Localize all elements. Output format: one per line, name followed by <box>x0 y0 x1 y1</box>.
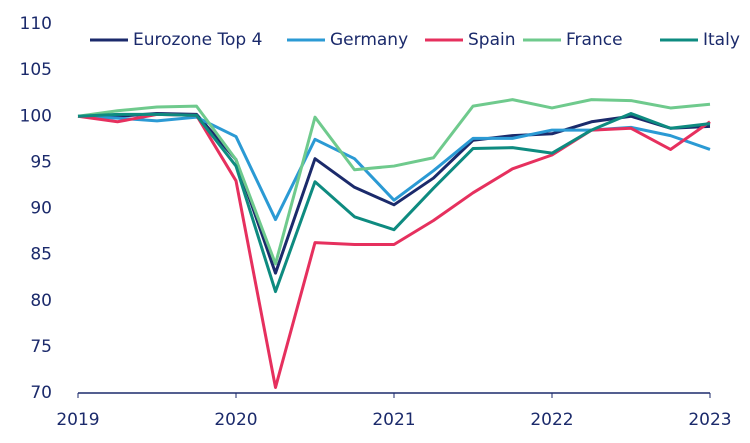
y-tick-label: 105 <box>20 60 52 80</box>
y-tick-label: 110 <box>20 14 52 34</box>
series-line <box>77 98 711 266</box>
y-tick-label: 90 <box>30 199 52 219</box>
legend-label: Germany <box>330 30 408 50</box>
x-tick-label: 2021 <box>372 410 415 430</box>
legend-label: Eurozone Top 4 <box>133 30 262 50</box>
series-line <box>78 111 711 275</box>
series-line <box>77 112 711 389</box>
y-tick-label: 80 <box>30 291 52 311</box>
y-tick-label: 95 <box>30 152 52 172</box>
x-tick-label: 2023 <box>688 410 731 430</box>
series-line <box>77 111 711 294</box>
y-tick-label: 75 <box>30 337 52 357</box>
y-tick-label: 70 <box>30 383 52 403</box>
x-tick-label: 2019 <box>56 410 99 430</box>
x-tick-label: 2020 <box>214 410 257 430</box>
legend-label: Italy <box>703 30 740 50</box>
y-tick-label: 85 <box>30 245 52 265</box>
legend-label: Spain <box>468 30 516 50</box>
y-tick-label: 100 <box>20 106 52 126</box>
legend-label: France <box>566 30 623 50</box>
x-tick-label: 2022 <box>530 410 573 430</box>
